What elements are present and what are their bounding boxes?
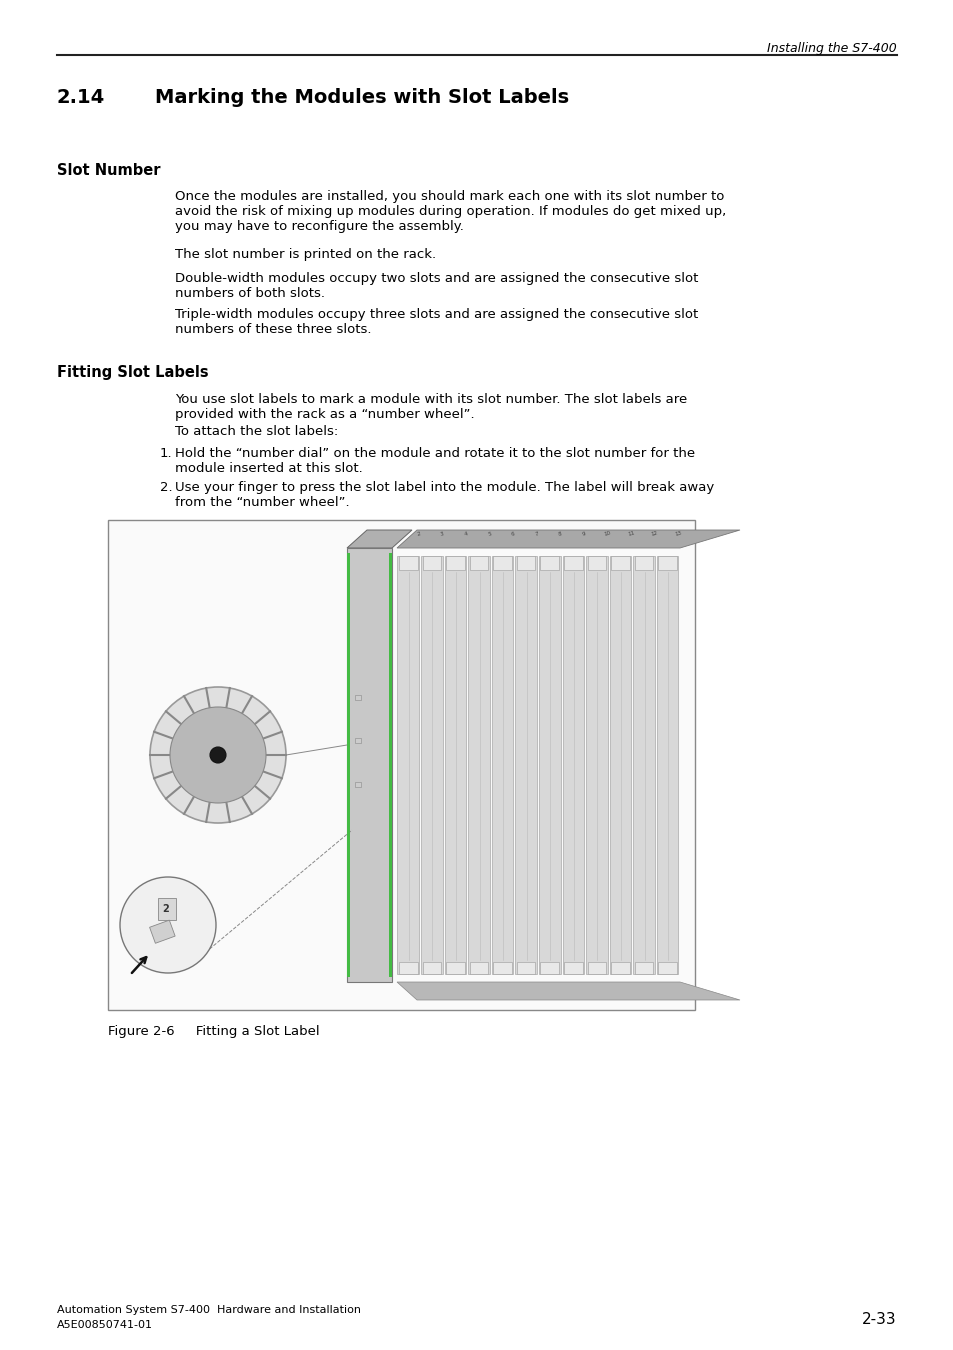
Text: 13: 13 bbox=[674, 531, 681, 537]
Bar bbox=[609, 556, 631, 973]
Bar bbox=[563, 556, 582, 570]
Text: A5E00850741-01: A5E00850741-01 bbox=[57, 1320, 152, 1330]
Polygon shape bbox=[347, 531, 412, 548]
Bar bbox=[469, 556, 488, 570]
Text: 3: 3 bbox=[439, 532, 444, 537]
Text: The slot number is printed on the rack.: The slot number is printed on the rack. bbox=[174, 248, 436, 261]
Bar bbox=[398, 556, 417, 570]
Text: 2.: 2. bbox=[160, 481, 172, 494]
Text: 5: 5 bbox=[487, 532, 492, 537]
Polygon shape bbox=[150, 921, 175, 944]
Bar bbox=[347, 548, 392, 981]
Text: Once the modules are installed, you should mark each one with its slot number to: Once the modules are installed, you shou… bbox=[174, 190, 725, 234]
Text: Installing the S7-400: Installing the S7-400 bbox=[766, 42, 896, 55]
Text: To attach the slot labels:: To attach the slot labels: bbox=[174, 425, 338, 437]
Bar bbox=[420, 556, 442, 973]
Bar bbox=[634, 963, 653, 973]
Bar bbox=[468, 556, 489, 973]
Text: 2: 2 bbox=[162, 904, 170, 914]
Bar bbox=[658, 963, 677, 973]
Bar bbox=[493, 556, 512, 570]
Text: 7: 7 bbox=[534, 532, 538, 537]
Bar bbox=[446, 963, 464, 973]
Text: Marking the Modules with Slot Labels: Marking the Modules with Slot Labels bbox=[154, 88, 569, 107]
Bar bbox=[585, 556, 607, 973]
Bar bbox=[108, 520, 695, 1010]
Text: 6: 6 bbox=[510, 532, 515, 537]
Circle shape bbox=[170, 707, 266, 803]
Text: Slot Number: Slot Number bbox=[57, 163, 160, 178]
Text: Use your finger to press the slot label into the module. The label will break aw: Use your finger to press the slot label … bbox=[174, 481, 714, 509]
Bar bbox=[515, 556, 537, 973]
Bar bbox=[657, 556, 678, 973]
Bar bbox=[563, 963, 582, 973]
Bar bbox=[634, 556, 653, 570]
Bar bbox=[538, 556, 560, 973]
Text: You use slot labels to mark a module with its slot number. The slot labels are
p: You use slot labels to mark a module wit… bbox=[174, 393, 686, 421]
Bar bbox=[540, 556, 558, 570]
Text: Triple-width modules occupy three slots and are assigned the consecutive slot
nu: Triple-width modules occupy three slots … bbox=[174, 308, 698, 336]
Bar bbox=[493, 963, 512, 973]
Text: 2-33: 2-33 bbox=[862, 1312, 896, 1327]
Circle shape bbox=[150, 687, 286, 824]
Bar bbox=[355, 695, 360, 699]
Text: Figure 2-6     Fitting a Slot Label: Figure 2-6 Fitting a Slot Label bbox=[108, 1025, 319, 1038]
Bar bbox=[587, 556, 605, 570]
Bar bbox=[587, 963, 605, 973]
Text: 2: 2 bbox=[416, 532, 420, 537]
Bar bbox=[658, 556, 677, 570]
Polygon shape bbox=[396, 531, 740, 548]
Text: 4: 4 bbox=[463, 532, 468, 537]
Bar bbox=[347, 554, 350, 977]
Bar bbox=[444, 556, 466, 973]
Bar bbox=[517, 556, 535, 570]
Bar bbox=[517, 963, 535, 973]
Bar bbox=[389, 554, 392, 977]
Bar bbox=[611, 963, 629, 973]
Text: 12: 12 bbox=[650, 531, 658, 537]
Bar bbox=[397, 556, 418, 973]
Text: Automation System S7-400  Hardware and Installation: Automation System S7-400 Hardware and In… bbox=[57, 1305, 360, 1315]
Bar bbox=[469, 963, 488, 973]
Text: Double-width modules occupy two slots and are assigned the consecutive slot
numb: Double-width modules occupy two slots an… bbox=[174, 271, 698, 300]
Bar bbox=[422, 556, 440, 570]
Polygon shape bbox=[396, 981, 740, 1000]
Bar bbox=[446, 556, 464, 570]
Bar bbox=[398, 963, 417, 973]
Bar bbox=[355, 782, 360, 787]
Text: 2.14: 2.14 bbox=[57, 88, 105, 107]
Circle shape bbox=[120, 878, 215, 973]
Text: 11: 11 bbox=[626, 531, 635, 537]
Text: 10: 10 bbox=[603, 531, 611, 537]
Bar bbox=[492, 556, 513, 973]
Text: 1.: 1. bbox=[160, 447, 172, 460]
Text: 8: 8 bbox=[558, 532, 562, 537]
Bar bbox=[633, 556, 654, 973]
Bar bbox=[540, 963, 558, 973]
Bar bbox=[422, 963, 440, 973]
Text: 9: 9 bbox=[581, 532, 585, 537]
Text: Hold the “number dial” on the module and rotate it to the slot number for the
mo: Hold the “number dial” on the module and… bbox=[174, 447, 695, 475]
Bar bbox=[611, 556, 629, 570]
Text: Fitting Slot Labels: Fitting Slot Labels bbox=[57, 364, 209, 379]
Bar bbox=[158, 898, 175, 919]
Bar bbox=[562, 556, 583, 973]
Circle shape bbox=[210, 747, 226, 763]
Bar bbox=[355, 738, 360, 744]
